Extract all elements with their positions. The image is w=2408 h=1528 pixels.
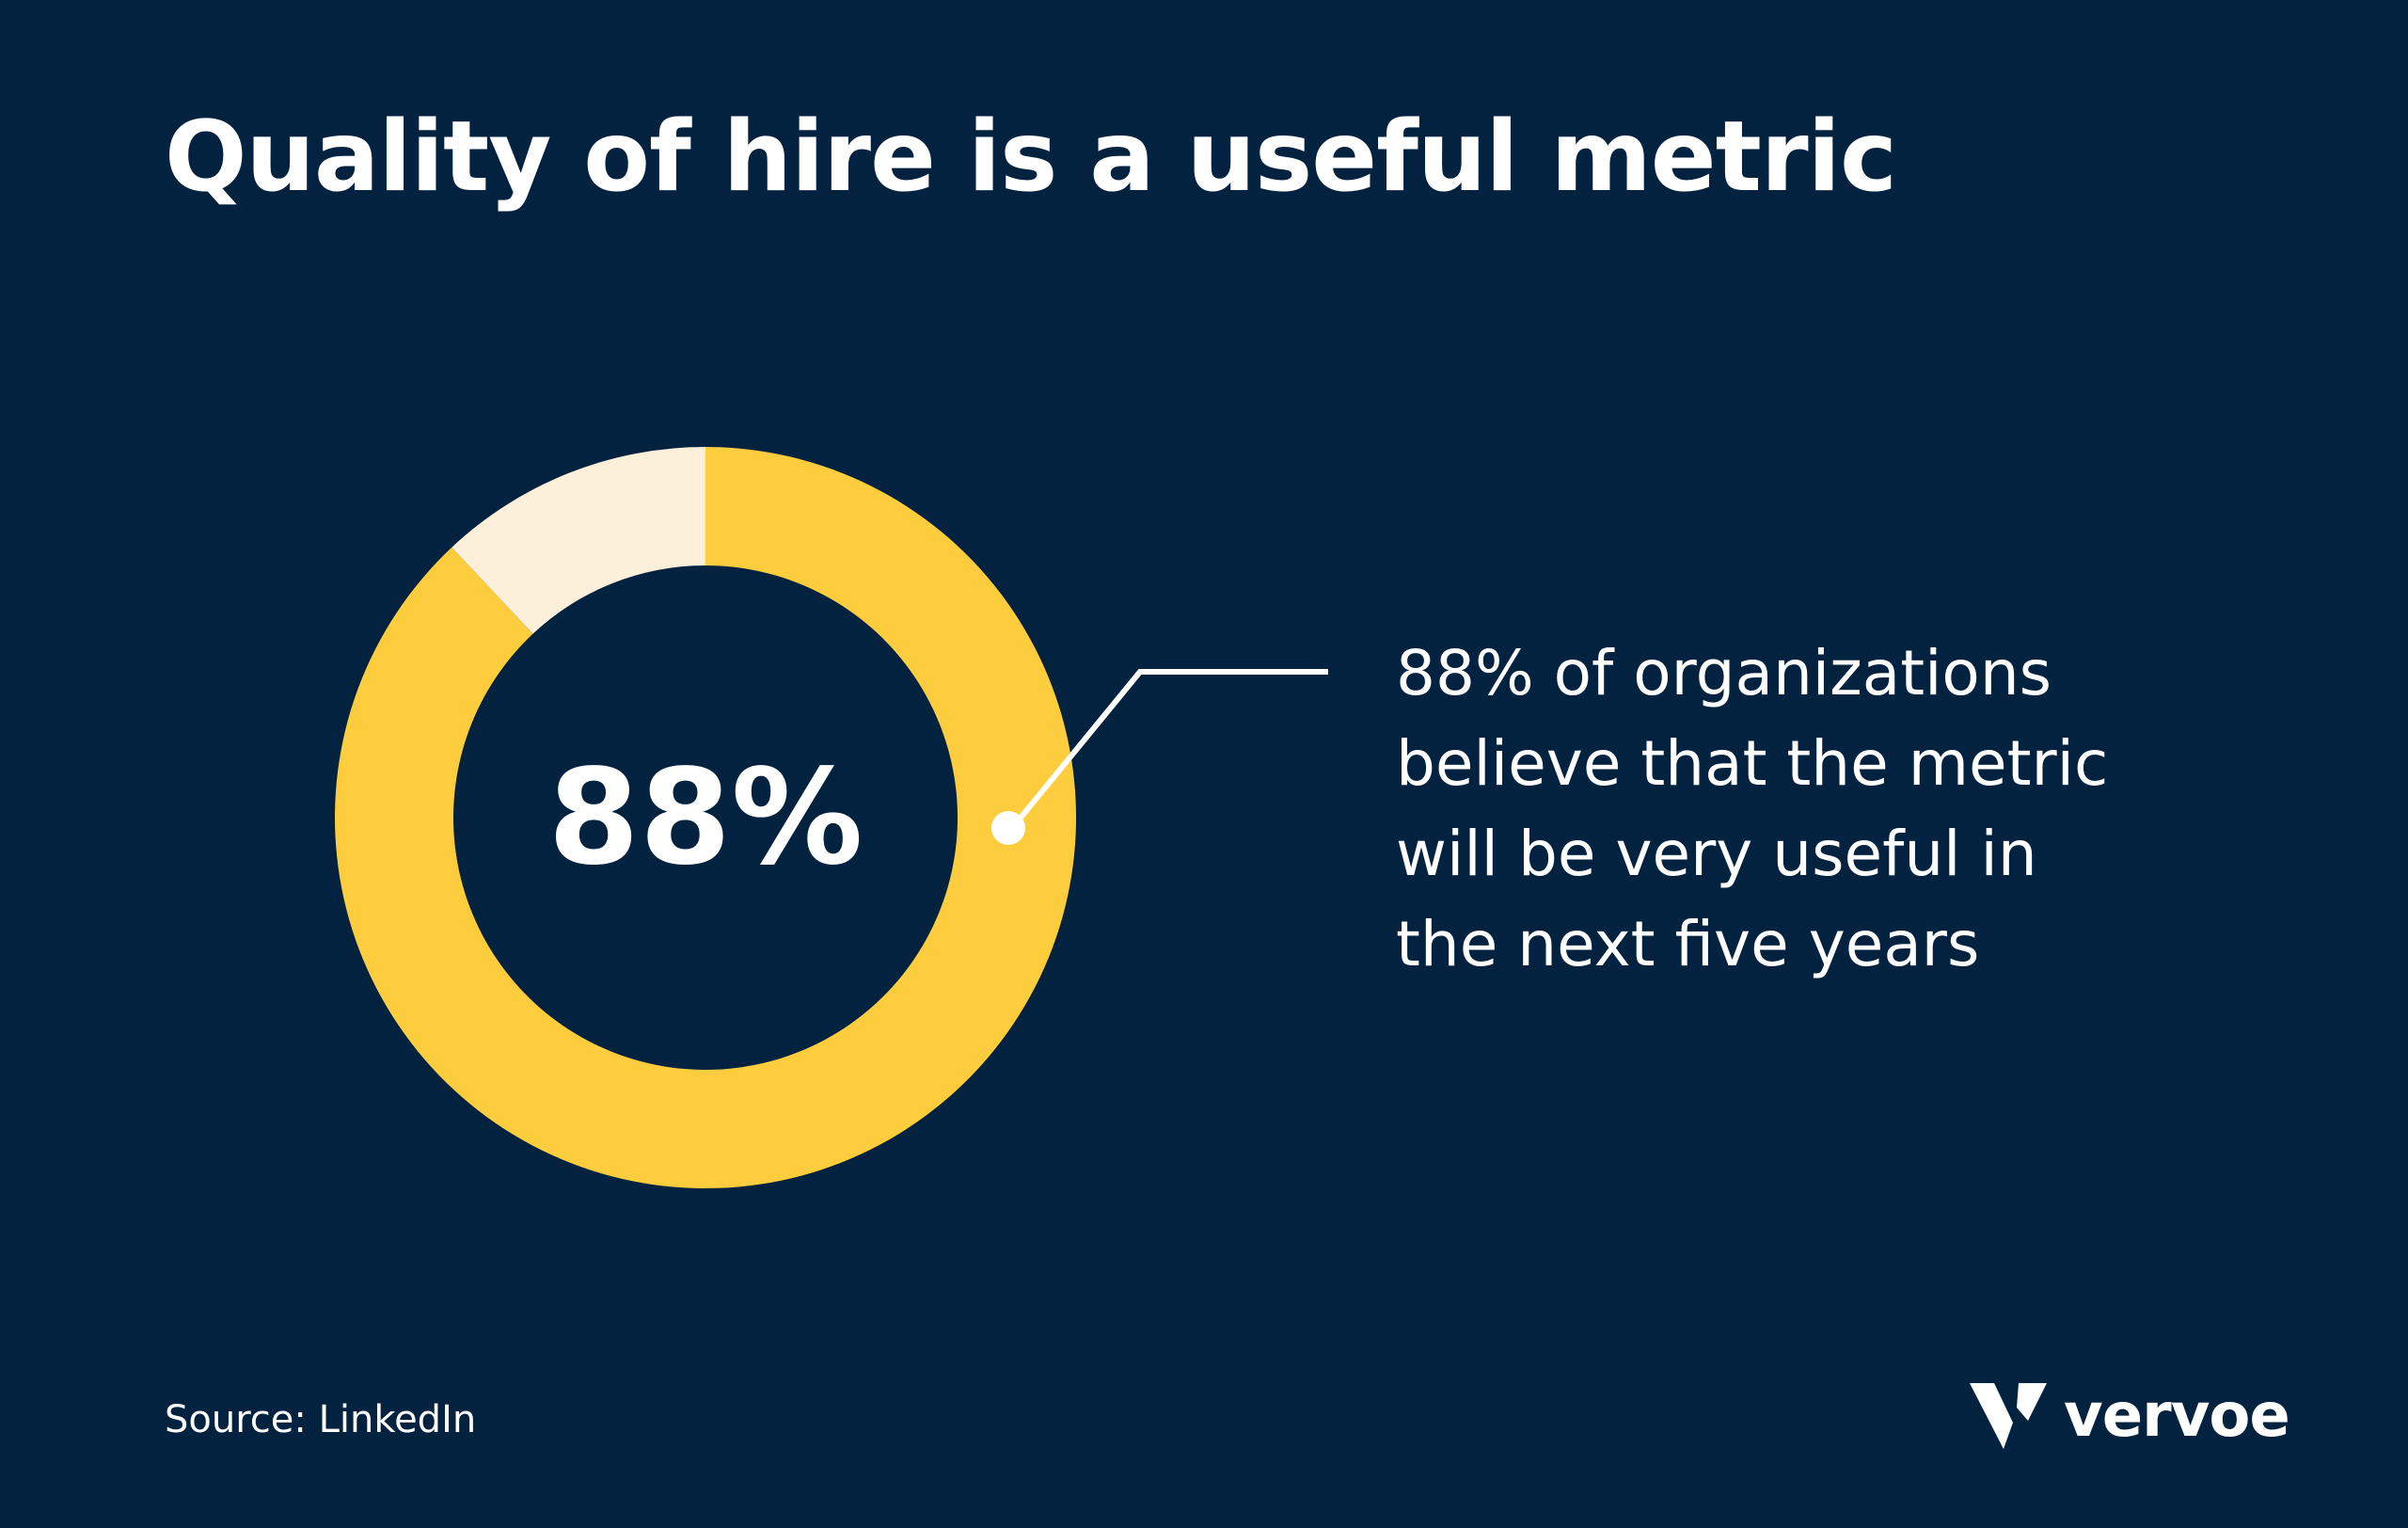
donut-slice-primary	[335, 447, 1077, 1188]
callout-line-1: 88% of organizations	[1396, 637, 2052, 709]
callout-line-4: the next five years	[1396, 908, 1980, 980]
source-note: Source: LinkedIn	[165, 1398, 477, 1441]
chart-title: Quality of hire is a useful metric	[165, 101, 1897, 214]
vervoe-v-logo-icon	[1970, 1383, 2047, 1449]
callout-line-3: will be very useful in	[1396, 818, 2037, 890]
donut-slice-remainder	[452, 447, 705, 634]
callout-line-2: believe that the metric	[1396, 727, 2109, 800]
donut-slices	[335, 447, 1077, 1188]
callout-dot	[991, 811, 1025, 845]
vervoe-logo: vervoe	[1970, 1381, 2290, 1451]
center-value-label: 88%	[547, 741, 863, 895]
logo-wordmark: vervoe	[2064, 1381, 2290, 1451]
callout-text: 88% of organizations believe that the me…	[1396, 629, 2242, 990]
callout-leader-line	[1006, 669, 1328, 835]
